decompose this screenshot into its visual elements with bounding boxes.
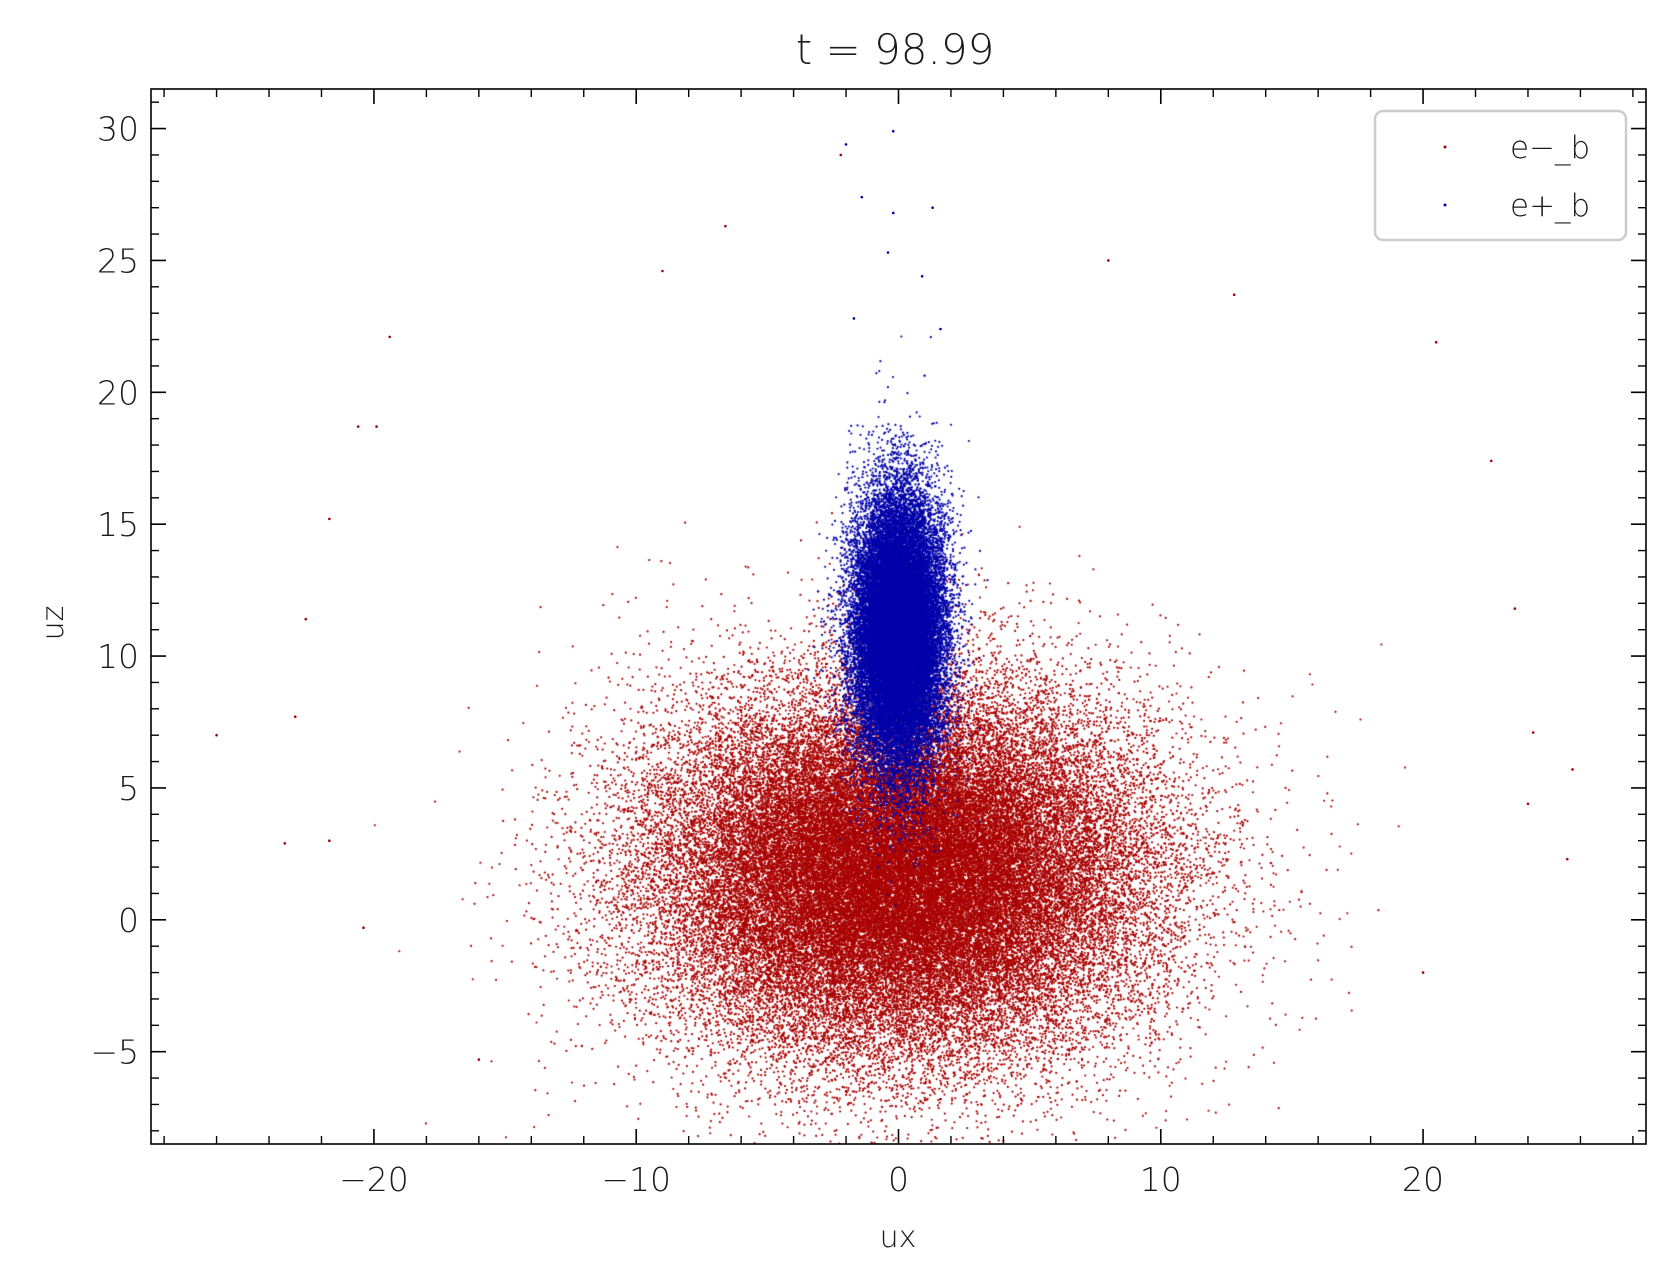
- scatter-point-series-0: [215, 733, 218, 737]
- scatter-point-series-0: [328, 839, 331, 842]
- y-tick-label: 5: [118, 769, 139, 808]
- y-tick-label: 15: [97, 505, 139, 544]
- points-layer: [151, 89, 1646, 1144]
- scatter-point-series-1: [939, 327, 942, 331]
- x-tick-label: 20: [1402, 1160, 1444, 1199]
- scatter-point-series-0: [844, 1089, 848, 1093]
- scatter-point-series-1: [886, 251, 890, 254]
- x-tick-label: 10: [1140, 1160, 1182, 1199]
- scatter-point-series-0: [1531, 731, 1535, 734]
- x-axis-label: ux: [880, 1220, 917, 1255]
- scatter-point-series-0: [1107, 259, 1110, 262]
- y-tick-label: 20: [97, 373, 139, 412]
- x-tick-label: 0: [888, 1160, 909, 1199]
- scatter-point-series-0: [304, 617, 308, 621]
- scatter-point-series-0: [356, 425, 360, 428]
- scatter-point-series-0: [328, 517, 331, 521]
- scatter-point-series-0: [1526, 802, 1530, 806]
- chart-title: t = 98.99: [796, 25, 995, 74]
- y-tick-label: 30: [97, 110, 139, 149]
- scatter-points-cloud: [151, 89, 1646, 1144]
- ticks-layer: −20 −10 0 10 20 −5 0 5 10 15 20 25 30: [90, 89, 1646, 1199]
- scatter-point-series-0: [388, 335, 391, 339]
- scatter-point-series-0: [1421, 971, 1425, 974]
- y-tick-label: 10: [97, 637, 139, 676]
- legend: e−_b e+_b: [1373, 109, 1628, 242]
- scatter-point-series-0: [1571, 768, 1574, 771]
- scatter-point-series-1: [891, 211, 895, 215]
- scatter-point-series-0: [661, 269, 664, 273]
- scatter-point-series-0: [1232, 293, 1236, 297]
- scatter-point-series-1: [852, 317, 856, 320]
- legend-marker-e-plus: [1443, 203, 1447, 207]
- y-tick-label: 25: [97, 241, 139, 280]
- scatter-point-series-1: [931, 206, 934, 209]
- x-tick-label: −20: [339, 1160, 409, 1199]
- scatter-point-series-0: [939, 1097, 942, 1101]
- scatter-point-series-0: [1566, 857, 1569, 861]
- scatter-point-series-0: [362, 926, 365, 930]
- scatter-point-series-0: [283, 842, 287, 845]
- legend-marker-e-minus: [1443, 145, 1447, 149]
- scatter-point-series-0: [1513, 607, 1517, 610]
- scatter-point-series-0: [1489, 459, 1493, 463]
- y-tick-label: −5: [90, 1033, 139, 1072]
- scatter-point-series-1: [860, 195, 864, 199]
- y-axis-label: uz: [36, 606, 71, 641]
- scatter-point-series-1: [920, 274, 924, 278]
- legend-box: [1373, 109, 1628, 242]
- scatter-point-series-0: [293, 715, 297, 719]
- scatter-point-series-1: [844, 143, 848, 146]
- y-tick-label: 0: [118, 901, 139, 940]
- scatter-point-series-0: [724, 224, 727, 228]
- scatter-point-series-0: [1434, 340, 1438, 344]
- scatter-point-series-1: [891, 129, 895, 133]
- scatter-point-series-0: [375, 425, 378, 428]
- x-tick-label: −10: [601, 1160, 671, 1199]
- legend-label-e-plus: e+_b: [1510, 188, 1590, 224]
- scatter-point-series-0: [477, 1058, 481, 1061]
- scatter-point-series-0: [839, 153, 843, 157]
- legend-label-e-minus: e−_b: [1510, 130, 1590, 166]
